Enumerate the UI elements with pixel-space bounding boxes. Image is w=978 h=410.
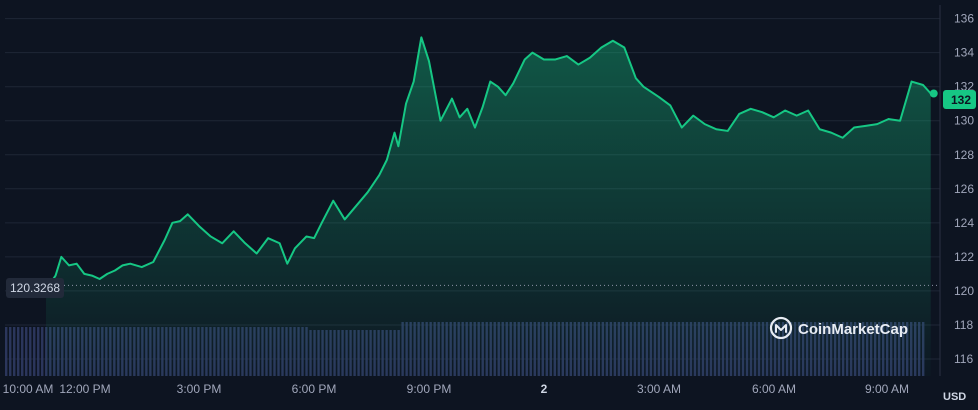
y-tick-label: 128 [954, 148, 974, 162]
y-tick-label: 134 [954, 46, 974, 60]
coinmarketcap-watermark: CoinMarketCap [769, 316, 908, 340]
x-tick-label: 2 [541, 382, 548, 396]
x-tick-label: 3:00 PM [177, 382, 222, 396]
last-price-label: 132 [951, 93, 971, 107]
coinmarketcap-logo-icon [769, 316, 793, 340]
y-tick-label: 124 [954, 216, 974, 230]
open-price-badge: 120.3268 [6, 278, 64, 298]
volume-bar [5, 327, 8, 376]
last-price-badge: 132 [943, 90, 976, 109]
y-tick-label: 136 [954, 12, 974, 26]
volume-bar [17, 327, 20, 376]
volume-bar [37, 327, 40, 376]
open-price-label: 120.3268 [10, 281, 60, 295]
volume-bar [21, 327, 24, 376]
y-tick-label: 116 [954, 352, 973, 366]
volume-bar [13, 327, 16, 376]
price-line [45, 36, 932, 289]
last-price-dot [929, 89, 938, 98]
y-tick-label: 122 [954, 250, 974, 264]
x-tick-label: 12:00 PM [59, 382, 110, 396]
price-area-fill [46, 37, 931, 376]
x-tick-label: 10:00 AM [3, 382, 54, 396]
x-tick-label: 9:00 PM [407, 382, 452, 396]
y-tick-label: 126 [954, 182, 974, 196]
y-tick-label: 130 [954, 114, 974, 128]
volume-bar [29, 327, 32, 376]
x-tick-label: 9:00 AM [865, 382, 909, 396]
currency-unit-label: USD [943, 391, 966, 403]
watermark-text: CoinMarketCap [798, 321, 908, 338]
volume-bar [33, 327, 36, 376]
y-tick-label: 118 [954, 318, 973, 332]
volume-bar [9, 327, 12, 376]
x-tick-label: 6:00 AM [752, 382, 796, 396]
volume-bar [41, 327, 44, 376]
x-tick-label: 6:00 PM [292, 382, 337, 396]
x-axis: 10:00 AM 12:00 PM 3:00 PM 6:00 PM 9:00 PM 2 3:… [3, 382, 909, 396]
x-tick-label: 3:00 AM [637, 382, 681, 396]
y-tick-label: 120 [954, 284, 974, 298]
volume-bar [25, 327, 28, 376]
